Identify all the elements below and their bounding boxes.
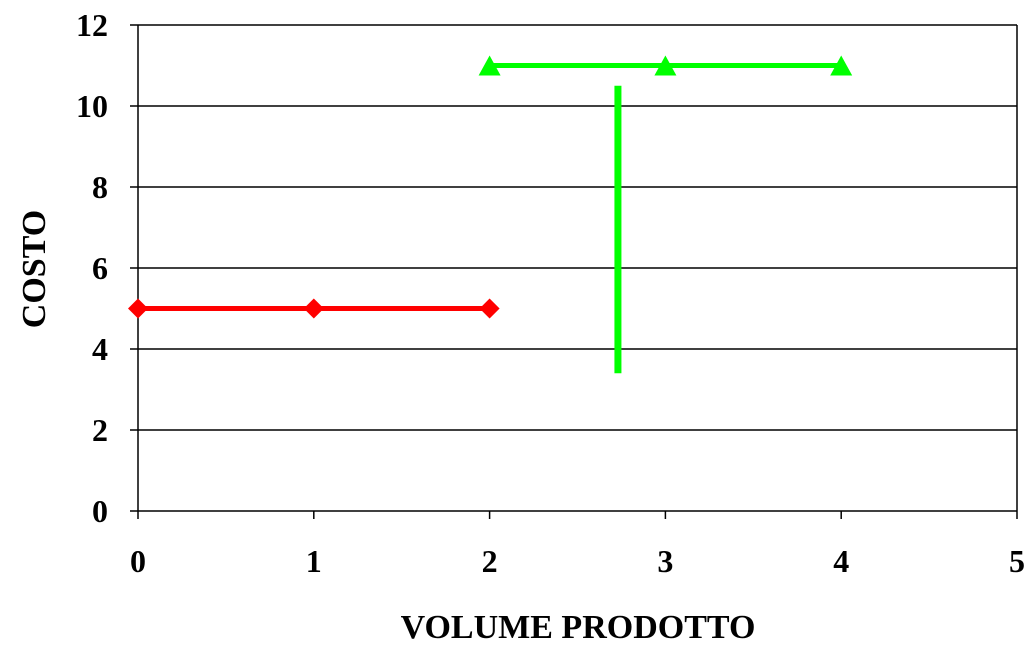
y-tick-label: 12 xyxy=(76,7,108,43)
x-tick-label: 1 xyxy=(306,543,322,579)
y-axis-title: COSTO xyxy=(16,210,53,328)
grid-layer xyxy=(138,24,1017,512)
y-tick-label: 10 xyxy=(76,88,108,124)
y-tick-label: 8 xyxy=(92,169,108,205)
x-tick-label: 0 xyxy=(130,543,146,579)
x-tick-label: 3 xyxy=(657,543,673,579)
series-layer xyxy=(128,55,853,319)
series-1-point xyxy=(830,55,853,76)
y-tick-label: 0 xyxy=(92,493,108,529)
series-1-point xyxy=(654,55,677,76)
x-tick-label: 5 xyxy=(1009,543,1025,579)
x-tick-label: 4 xyxy=(833,543,849,579)
series-0-point xyxy=(479,298,500,319)
x-tick-label: 2 xyxy=(482,543,498,579)
y-tick-label: 4 xyxy=(92,331,108,367)
y-tick-label: 2 xyxy=(92,412,108,448)
series-1-point xyxy=(478,55,501,76)
series-0-point xyxy=(128,298,148,319)
x-axis-title: VOLUME PRODOTTO xyxy=(401,609,756,646)
series-0-point xyxy=(303,298,324,319)
y-tick-label: 6 xyxy=(92,250,108,286)
axes-layer xyxy=(130,24,1018,519)
